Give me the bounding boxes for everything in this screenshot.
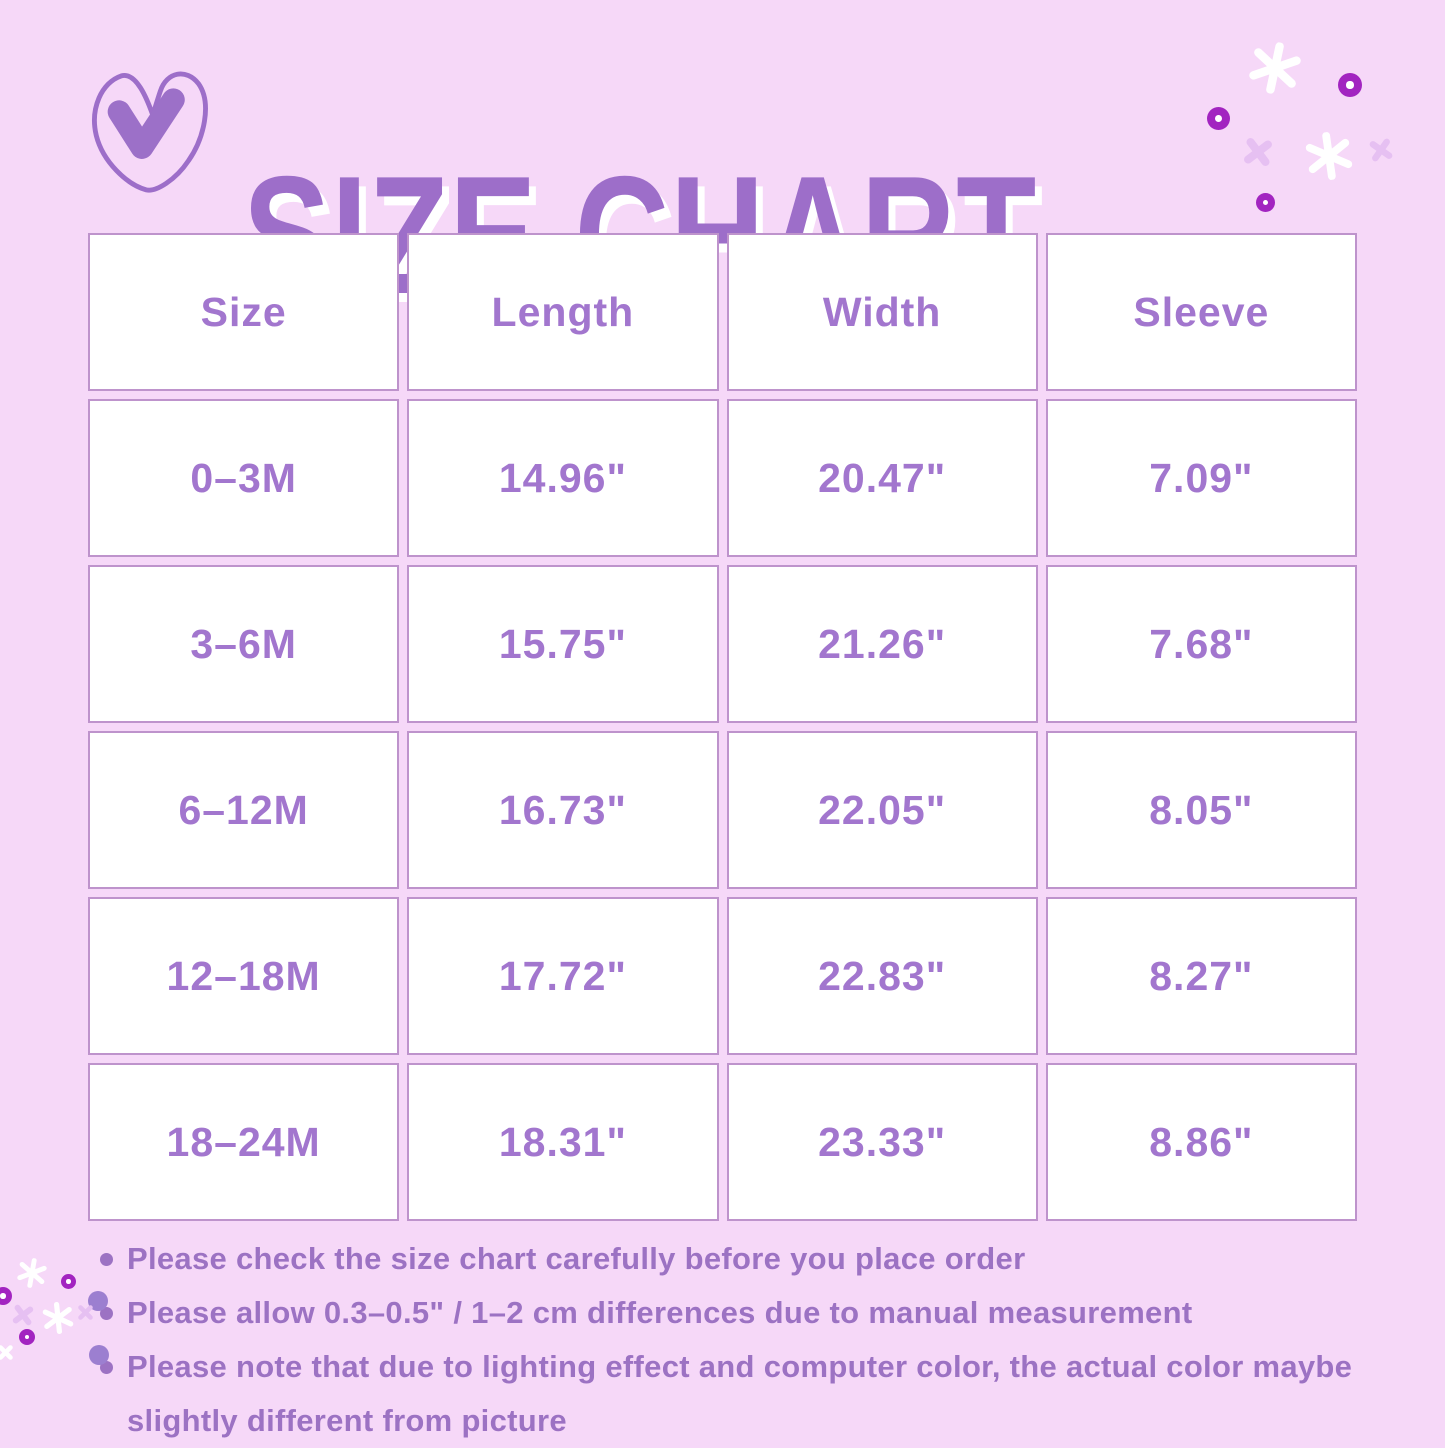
table-cell: 7.68" [1045,565,1357,723]
sparkle-icon [42,1301,74,1335]
note-text: Please allow 0.3–0.5" / 1–2 cm differenc… [127,1295,1193,1330]
dot-icon [0,1287,12,1305]
table-header-cell: Width [726,233,1038,391]
table-cell: 15.75" [407,565,719,723]
table-cell: 12–18M [88,897,400,1055]
table-cell: 8.27" [1045,897,1357,1055]
note-text: Please note that due to lighting effect … [127,1349,1353,1438]
sparkle-icon [17,1258,47,1288]
bullet-icon [100,1307,113,1320]
dot-icon [61,1274,76,1289]
table-cell: 14.96" [407,399,719,557]
note-text: Please check the size chart carefully be… [127,1241,1026,1276]
table-cell: 18.31" [407,1063,719,1221]
bullet-icon [100,1253,113,1266]
note-item: Please allow 0.3–0.5" / 1–2 cm differenc… [100,1286,1368,1340]
table-cell: 17.72" [407,897,719,1055]
table-cell: 22.05" [726,731,1038,889]
table-cell: 3–6M [88,565,400,723]
table-cell: 8.05" [1045,731,1357,889]
dot-icon [19,1329,35,1345]
note-item: Please check the size chart carefully be… [100,1232,1368,1286]
heart-doodle-icon [92,71,208,193]
note-item: Please note that due to lighting effect … [100,1340,1368,1448]
table-cell: 0–3M [88,399,400,557]
cross-icon [1244,138,1272,166]
sparkle-icon [1249,42,1301,94]
table-cell: 7.09" [1045,399,1357,557]
table-cell: 23.33" [726,1063,1038,1221]
cross-icon [1369,138,1393,162]
sparkle-icon [1305,131,1353,181]
bullet-icon [100,1361,113,1374]
table-cell: 22.83" [726,897,1038,1055]
table-header-cell: Length [407,233,719,391]
table-cell: 6–12M [88,731,400,889]
notes-list: Please check the size chart carefully be… [100,1232,1368,1448]
table-header-cell: Size [88,233,400,391]
cross-icon [0,1345,13,1360]
table-cell: 20.47" [726,399,1038,557]
table-header-cell: Sleeve [1045,233,1357,391]
table-cell: 16.73" [407,731,719,889]
cross-icon [12,1304,34,1326]
dot-icon [1338,73,1362,97]
size-table: Size Length Width Sleeve 0–3M 14.96" 20.47" 7.0… [88,233,1357,1221]
table-cell: 8.86" [1045,1063,1357,1221]
dot-icon [1207,107,1230,130]
table-cell: 21.26" [726,565,1038,723]
dot-icon [1256,193,1275,212]
cross-icon [78,1305,93,1320]
table-cell: 18–24M [88,1063,400,1221]
